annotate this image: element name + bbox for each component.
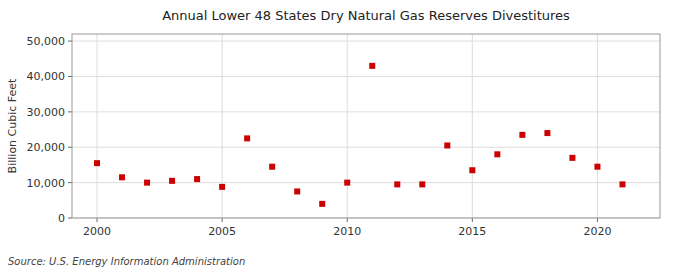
x-grid-line xyxy=(472,34,473,218)
point xyxy=(519,132,525,138)
point xyxy=(619,181,625,187)
point xyxy=(494,151,500,157)
y-tick xyxy=(68,147,72,148)
point xyxy=(169,178,175,184)
point xyxy=(269,164,275,170)
y-grid-line xyxy=(72,111,660,112)
point xyxy=(94,160,100,166)
x-tick xyxy=(222,218,223,222)
x-tick xyxy=(472,218,473,222)
y-tick xyxy=(68,182,72,183)
y-tick xyxy=(68,111,72,112)
x-tick-label: 2020 xyxy=(583,225,611,238)
y-tick xyxy=(68,41,72,42)
point xyxy=(344,180,350,186)
x-tick xyxy=(347,218,348,222)
point xyxy=(444,142,450,148)
y-tick-label: 20,000 xyxy=(27,141,66,154)
point xyxy=(144,180,150,186)
y-tick-label: 50,000 xyxy=(27,35,66,48)
y-grid-line xyxy=(72,76,660,77)
point xyxy=(294,188,300,194)
y-grid-line xyxy=(72,147,660,148)
title: Annual Lower 48 States Dry Natural Gas R… xyxy=(162,8,570,23)
point xyxy=(569,155,575,161)
grid xyxy=(72,34,660,218)
y-tick-label: 0 xyxy=(58,212,65,225)
x-grid-line xyxy=(97,34,98,218)
point xyxy=(594,164,600,170)
x-tick xyxy=(97,218,98,222)
x-tick-label: 2015 xyxy=(458,225,486,238)
y-tick-label: 40,000 xyxy=(27,70,66,83)
point xyxy=(219,184,225,190)
point xyxy=(394,181,400,187)
point xyxy=(244,135,250,141)
y-tick-label: 30,000 xyxy=(27,106,66,119)
x-grid-line xyxy=(347,34,348,218)
axes: 0 10,000 20,000 30,000 40,000 50,000 2000 2005 2… xyxy=(27,34,661,238)
point xyxy=(369,63,375,69)
x-grid-line xyxy=(222,34,223,218)
x-tick-label: 2000 xyxy=(83,225,111,238)
y-tick xyxy=(68,218,72,219)
y-tick xyxy=(68,76,72,77)
x-grid-line xyxy=(597,34,598,218)
x-tick xyxy=(597,218,598,222)
point xyxy=(544,130,550,136)
source-note: Source: U.S. Energy Information Administ… xyxy=(8,256,245,267)
points xyxy=(94,63,625,207)
x-tick-label: 2010 xyxy=(333,225,361,238)
y-grid-line xyxy=(72,41,660,42)
y-tick-label: 10,000 xyxy=(27,177,66,190)
plot-frame xyxy=(72,34,660,218)
y-grid-line xyxy=(72,182,660,183)
point xyxy=(419,181,425,187)
point xyxy=(469,167,475,173)
y-axis-label: Billion Cubic Feet xyxy=(6,78,19,173)
x-tick-label: 2005 xyxy=(208,225,236,238)
point xyxy=(119,174,125,180)
chart: 0 10,000 20,000 30,000 40,000 50,000 2000 2005 2… xyxy=(0,0,675,275)
point xyxy=(194,176,200,182)
point xyxy=(319,201,325,207)
